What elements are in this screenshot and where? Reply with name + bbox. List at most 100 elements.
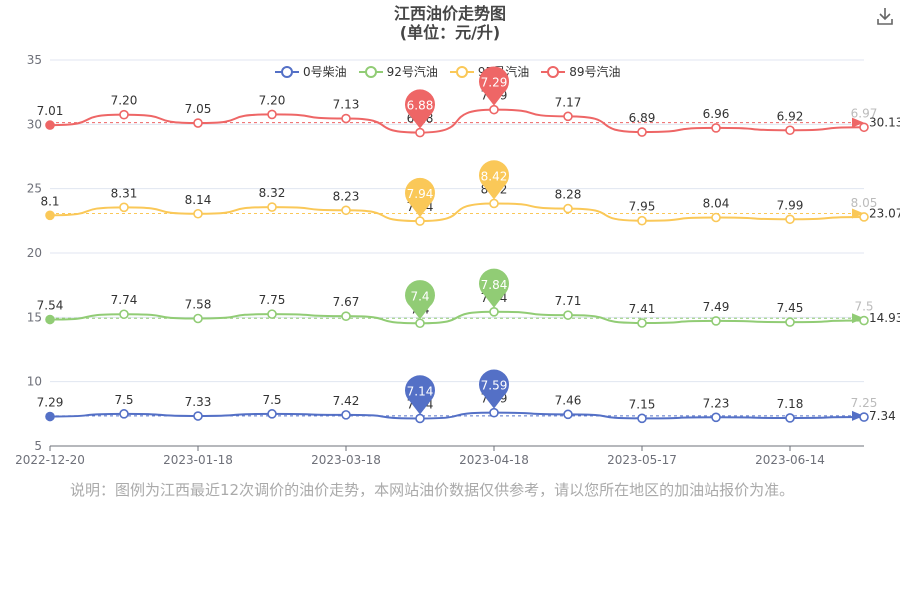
marker-pin — [478, 160, 510, 200]
data-label: 7.25 — [851, 396, 878, 410]
data-point — [711, 123, 721, 133]
legend-item[interactable]: 89号汽油 — [541, 63, 620, 80]
data-point — [193, 208, 203, 219]
data-point — [193, 411, 203, 421]
data-point — [341, 410, 351, 420]
data-point — [267, 109, 277, 120]
x-tick-label: 2023-04-18 — [459, 453, 529, 467]
data-label: 8.31 — [111, 186, 138, 200]
data-point — [489, 407, 499, 418]
marker-pin-label: 6.88 — [407, 99, 434, 113]
data-point — [859, 412, 869, 422]
data-point — [637, 318, 647, 328]
marker-pin-label: 7.14 — [407, 384, 434, 398]
chart-title-unit: (单位：元/升) — [399, 23, 501, 42]
data-point — [341, 205, 351, 216]
x-tick-label: 2023-03-18 — [311, 453, 381, 467]
data-point — [119, 109, 129, 120]
chart-title: 江西油价走势图 (单位：元/升) — [0, 4, 900, 42]
data-label: 7.42 — [333, 394, 360, 408]
mean-arrow — [852, 410, 864, 421]
data-point — [415, 413, 425, 424]
data-point — [267, 309, 277, 319]
legend-item[interactable]: 92号汽油 — [358, 63, 438, 80]
data-point — [785, 317, 795, 327]
data-point — [711, 212, 721, 223]
data-label: 7.99 — [777, 198, 804, 212]
data-point — [563, 310, 573, 320]
mean-arrow — [852, 117, 864, 128]
y-tick-label: 35 — [27, 53, 42, 67]
data-point — [415, 127, 425, 138]
marker-pin-label: 7.94 — [407, 187, 434, 201]
data-point — [785, 214, 795, 225]
legend-item[interactable]: 0号柴油 — [275, 63, 347, 80]
data-label: 7.75 — [259, 293, 286, 307]
data-label: 6.92 — [777, 109, 804, 123]
data-point — [193, 313, 203, 324]
marker-pin-label: 8.42 — [481, 169, 508, 183]
marker-pin — [404, 280, 435, 320]
data-label: 8.23 — [333, 189, 360, 203]
data-label: 7.17 — [555, 95, 582, 109]
data-label: 6.97 — [851, 106, 878, 120]
data-label: 8.28 — [555, 188, 582, 202]
data-point — [637, 413, 647, 424]
data-label: 7.95 — [629, 200, 656, 214]
data-label: 8.32 — [259, 186, 286, 200]
data-point — [341, 311, 351, 321]
data-label: 7.5 — [114, 393, 133, 407]
marker-pin-label: 7.4 — [410, 289, 429, 303]
mean-arrow — [852, 208, 864, 219]
data-point — [711, 412, 721, 423]
marker-pin — [404, 89, 435, 129]
data-label: 6.96 — [703, 107, 730, 121]
chart-note: 说明：图例为江西最近12次调价的油价走势，本网站油价数据仅供参考，请以您所在地区… — [70, 481, 795, 499]
data-point — [267, 202, 277, 212]
data-label: 7.58 — [185, 297, 212, 311]
data-label: 7.23 — [703, 396, 730, 410]
y-tick-label: 25 — [27, 182, 42, 196]
data-label: 7.18 — [777, 397, 804, 411]
marker-pin — [404, 375, 435, 415]
marker-pin-label: 7.29 — [481, 76, 508, 90]
series-line-2 — [49, 202, 865, 223]
data-label: 7.5 — [854, 300, 873, 314]
marker-pin — [479, 268, 510, 308]
data-label: 7.67 — [333, 295, 360, 309]
legend-circle-icon — [541, 65, 566, 78]
marker-pin — [478, 66, 510, 106]
marker-pin-label: 7.84 — [481, 278, 508, 292]
y-tick-label: 30 — [27, 117, 42, 131]
data-point — [563, 203, 573, 214]
data-point — [45, 120, 55, 130]
data-point — [193, 118, 203, 128]
data-label: 7.01 — [37, 104, 64, 118]
legend-circle-icon — [358, 65, 383, 78]
mean-label: 14.93 — [869, 311, 900, 325]
data-label: 8.05 — [851, 196, 878, 210]
data-label: 7.54 — [37, 299, 64, 313]
download-icon[interactable] — [874, 5, 896, 27]
data-label: 7.74 — [111, 293, 138, 307]
mean-label: 7.34 — [869, 409, 896, 423]
data-point — [415, 216, 425, 226]
data-point — [119, 309, 129, 320]
data-point — [119, 202, 129, 213]
data-label: 7.05 — [185, 102, 212, 116]
data-label: 7.13 — [333, 98, 360, 112]
data-label: 7.71 — [555, 294, 582, 308]
data-label: 7.20 — [259, 93, 286, 107]
data-label: 7.29 — [37, 396, 64, 410]
legend-label: 92号汽油 — [386, 65, 438, 79]
data-label: 8.1 — [40, 194, 59, 208]
data-label: 7.49 — [703, 300, 730, 314]
x-tick-label: 2023-05-17 — [607, 453, 677, 467]
data-point — [563, 409, 573, 420]
x-tick-label: 2023-06-14 — [755, 453, 825, 467]
legend-label: 0号柴油 — [303, 65, 347, 79]
data-point — [859, 212, 869, 222]
data-point — [45, 210, 55, 221]
marker-pin — [479, 369, 510, 409]
